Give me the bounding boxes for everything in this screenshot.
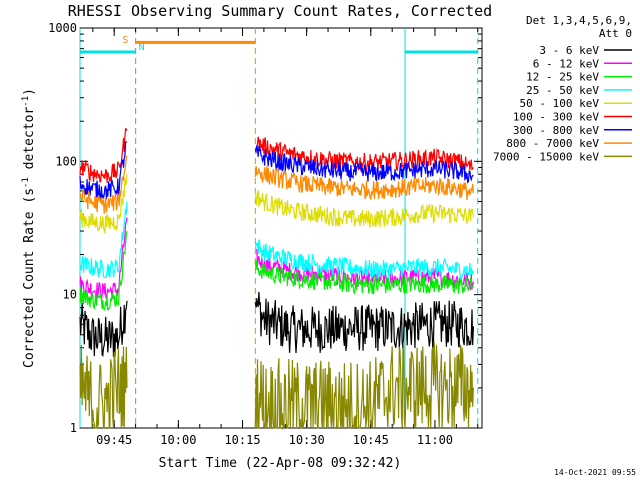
series-2 (79, 230, 474, 312)
series-line (79, 230, 128, 312)
annotation-s: S (122, 35, 128, 46)
series-line (254, 291, 474, 354)
series-line (254, 136, 474, 173)
series-3 (79, 201, 474, 280)
series-line (254, 239, 474, 280)
legend-header-line-1: Det 1,3,4,5,6,9, (526, 14, 632, 27)
series-line (79, 174, 128, 234)
series-7 (79, 155, 474, 214)
series-line (254, 145, 474, 184)
series-8 (79, 341, 474, 431)
legend-label: 7000 - 15000 keV (493, 150, 599, 163)
series-line (254, 190, 474, 228)
legend-label: 50 - 100 keV (520, 97, 600, 110)
annotation-n: N (139, 42, 145, 53)
legend-label: 12 - 25 keV (526, 71, 599, 84)
y-axis-label: Corrected Count Rate (s-1 detector-1) (21, 88, 37, 368)
series-line (79, 155, 128, 214)
x-tick-label: 10:00 (160, 433, 196, 447)
series-6 (79, 141, 474, 202)
legend-label: 100 - 300 keV (513, 111, 599, 124)
y-tick-label: 1000 (48, 21, 77, 35)
series-line (254, 259, 474, 295)
x-tick-label: 09:45 (96, 433, 132, 447)
x-tick-label: 10:15 (224, 433, 260, 447)
y-tick-label: 100 (55, 154, 77, 168)
series-line (79, 344, 128, 429)
x-axis-label: Start Time (22-Apr-08 09:32:42) (159, 456, 402, 471)
series-0 (79, 291, 474, 358)
legend-header-line-2: Att 0 (599, 27, 632, 40)
legend-label: 3 - 6 keV (539, 44, 599, 57)
series-line (254, 166, 474, 201)
legend-label: 25 - 50 keV (526, 84, 599, 97)
series-4 (79, 174, 474, 234)
legend-label: 300 - 800 keV (513, 124, 599, 137)
y-tick-label: 10 (63, 288, 77, 302)
timestamp: 14-Oct-2021 09:55 (554, 468, 636, 477)
chart-title: RHESSI Observing Summary Count Rates, Co… (68, 2, 492, 20)
x-tick-label: 10:45 (353, 433, 389, 447)
series-line (79, 201, 128, 279)
plot-area: SN 1 10 100 1000 09:45 10:00 10:15 10:30 10:45 11:… (48, 21, 483, 447)
series-line (254, 341, 474, 431)
series-line (79, 141, 128, 202)
series-5 (79, 128, 474, 184)
x-tick-label: 11:00 (417, 433, 453, 447)
legend-label: 800 - 7000 keV (506, 137, 599, 150)
y-tick-label: 1 (70, 421, 77, 435)
series-line (79, 300, 128, 358)
legend-label: 6 - 12 keV (533, 57, 600, 70)
x-tick-label: 10:30 (289, 433, 325, 447)
series-line (79, 128, 128, 184)
